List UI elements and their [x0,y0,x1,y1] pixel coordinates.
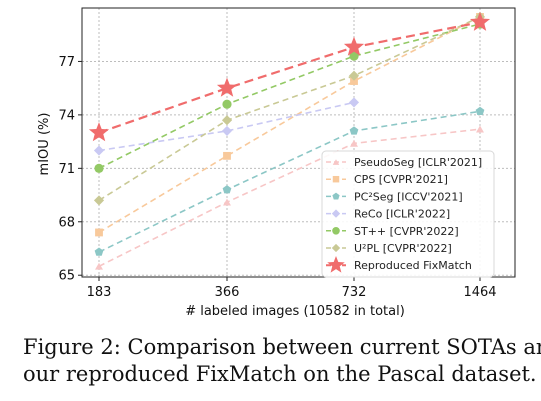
legend-box [321,150,495,278]
x-axis-title: # labeled images (10582 in total) [185,304,405,319]
data-point-pc-seg-iccv-2021 [475,106,485,116]
series-line-u-pl-cvpr-2022 [98,16,481,202]
y-axis-title: mIOU (%) [37,113,52,176]
data-point-st-cvpr-2022 [94,163,104,173]
series-lines [98,16,481,268]
series-line-reproduced-fixmatch [98,21,481,134]
legend-marker-reco-iclr-2022 [331,209,341,218]
series-line-st-cvpr-2022 [98,23,481,170]
figure-caption: Figure 2: Comparison between current SOT… [23,334,541,388]
data-point-cps-cvpr-2021 [350,77,358,85]
x-tick-label: 183 [87,285,112,300]
tick-labels: 183 366 732 1464 65 68 71 74 77 [58,55,496,300]
data-point-reproduced-fixmatch [88,122,110,142]
legend-marker-pseudoseg-iclr-2021 [332,159,340,165]
data-point-u-pl-cvpr-2022 [221,115,233,126]
x-tick-label: 732 [342,285,367,300]
data-point-reproduced-fixmatch [216,77,238,97]
legend-marker-u-pl-cvpr-2022 [331,243,341,253]
series-line-pc-seg-iccv-2021 [98,110,481,253]
legend-marker-st-cvpr-2022 [332,227,340,235]
data-point-pc-seg-iccv-2021 [349,126,359,135]
data-point-pseudoseg-iclr-2021 [476,125,484,133]
caption-line-1: Figure 2: Comparison between current SOT… [23,335,541,359]
data-point-reco-iclr-2022 [221,125,233,136]
legend-label-reco-iclr-2022: ReCo [ICLR'2022] [354,208,450,221]
legend-marker-pc-seg-iccv-2021 [332,192,340,200]
data-point-u-pl-cvpr-2022 [348,70,360,81]
x-tick-label: 1464 [463,285,496,300]
data-point-pseudoseg-iclr-2021 [95,262,103,270]
legend-label-cps-cvpr-2021: CPS [CVPR'2021] [354,173,448,186]
data-point-pseudoseg-iclr-2021 [350,139,358,147]
legend-items: PseudoSeg [ICLR'2021] CPS [CVPR'2021] PC²S… [326,156,482,273]
series-line-cps-cvpr-2021 [98,16,481,234]
data-point-reco-iclr-2022 [93,145,105,156]
data-point-u-pl-cvpr-2022 [93,195,105,206]
data-point-st-cvpr-2022 [349,51,359,61]
axes [78,7,516,281]
legend: PseudoSeg [ICLR'2021] CPS [CVPR'2021] PC²S… [321,150,495,278]
series-line-pseudoseg-iclr-2021 [98,128,481,268]
legend-label-st-cvpr-2022: ST++ [CVPR'2022] [354,225,459,238]
legend-label-reproduced-fixmatch: Reproduced FixMatch [354,259,472,272]
data-point-st-cvpr-2022 [222,99,232,109]
y-tick-label: 65 [58,269,75,284]
y-tick-label: 71 [58,162,75,177]
x-tick-label: 366 [215,285,240,300]
data-point-pc-seg-iccv-2021 [94,247,104,256]
caption-line-2: our reproduced FixMatch on the Pascal da… [23,362,537,386]
data-point-reco-iclr-2022 [348,97,360,108]
legend-label-pc-seg-iccv-2021: PC²Seg [ICCV'2021] [354,190,463,203]
data-point-cps-cvpr-2021 [223,151,231,160]
series-markers [88,11,491,270]
plot-frame [81,7,516,278]
data-point-pseudoseg-iclr-2021 [223,198,231,206]
y-tick-label: 74 [58,108,75,123]
y-tick-label: 68 [58,215,75,230]
legend-label-pseudoseg-iclr-2021: PseudoSeg [ICLR'2021] [354,156,482,169]
data-point-cps-cvpr-2021 [95,228,103,237]
series-line-reco-iclr-2022 [98,101,355,152]
legend-label-u-pl-cvpr-2022: U²PL [CVPR'2022] [354,242,452,255]
data-point-reproduced-fixmatch [469,11,491,31]
data-point-reproduced-fixmatch [343,36,365,56]
legend-marker-cps-cvpr-2021 [332,175,340,183]
y-tick-label: 77 [58,55,75,70]
legend-marker-reproduced-fixmatch [327,256,345,273]
data-point-pc-seg-iccv-2021 [222,185,232,194]
